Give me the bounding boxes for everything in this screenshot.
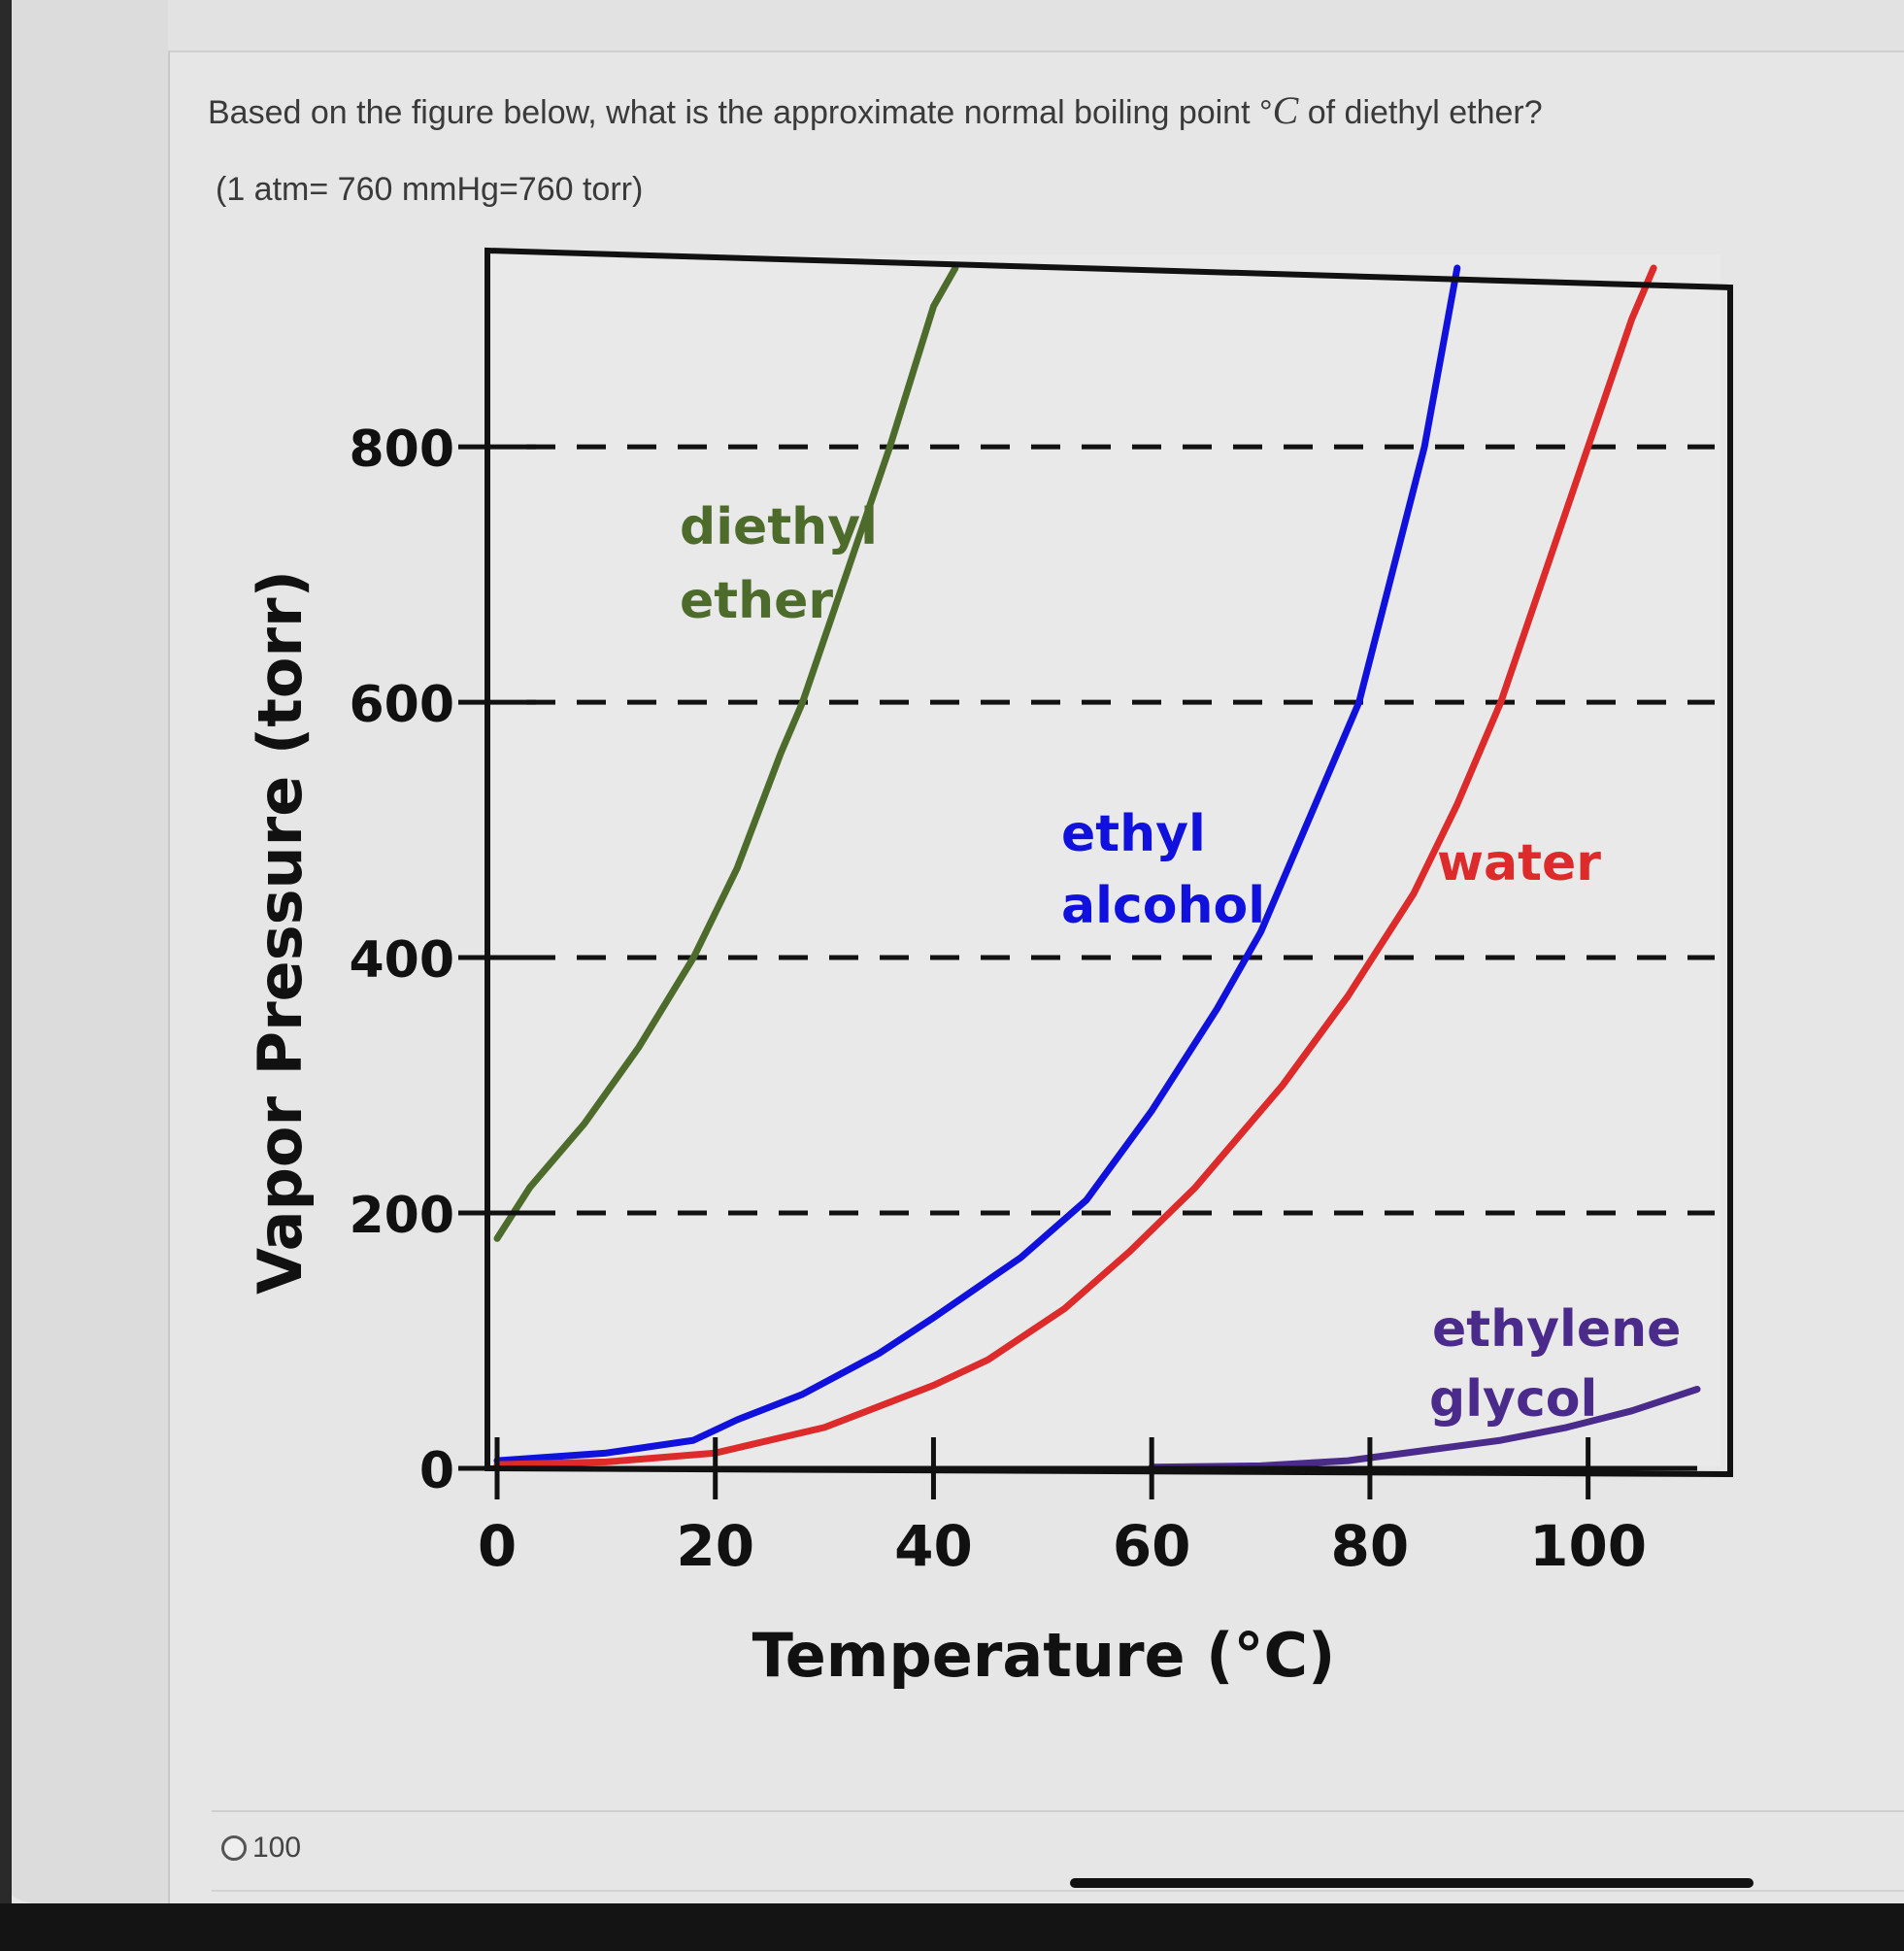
- x-tick-label-40: 40: [894, 1513, 973, 1579]
- y-tick-label-200: 200: [349, 1187, 454, 1245]
- x-tick-label-80: 80: [1331, 1513, 1410, 1579]
- vapor-pressure-chart: 0 20 40 60 80 100 0 200 400 600 800 Temperature (°…: [245, 247, 1733, 1691]
- left-gutter: [0, 0, 170, 1903]
- bottom-bezel: [0, 1903, 1904, 1951]
- question-text: Based on the figure below, what is the a…: [208, 87, 1543, 133]
- y-tick-label-600: 600: [349, 676, 454, 734]
- series-label-water: water: [1437, 834, 1601, 892]
- axes: [458, 247, 1733, 1499]
- answer-radio-button[interactable]: [221, 1835, 247, 1861]
- series-line-diethyl-ether: [493, 264, 959, 1242]
- bottom-divider: [212, 1890, 1904, 1892]
- y-tick-label-400: 400: [349, 931, 454, 990]
- series-lines: [493, 264, 1701, 1471]
- series-label-diethyl-ether-line2: ether: [680, 572, 833, 630]
- answer-option[interactable]: 100: [221, 1832, 301, 1865]
- x-axis-label: Temperature (°C): [752, 1620, 1336, 1691]
- answer-divider: [212, 1810, 1904, 1812]
- question-text-after: of diethyl ether?: [1298, 94, 1543, 131]
- answer-option-label: 100: [252, 1832, 302, 1864]
- x-tick-label-100: 100: [1529, 1513, 1647, 1579]
- x-tick-label-60: 60: [1113, 1513, 1191, 1579]
- top-header-area: [168, 0, 1904, 52]
- series-line-ethylene-glycol: [1148, 1386, 1701, 1471]
- plot-frame: [484, 247, 1733, 1478]
- y-tick-label-0: 0: [419, 1442, 454, 1500]
- plot-background: [487, 254, 1720, 1466]
- series-label-ethyl-alcohol-line2: alcohol: [1061, 877, 1265, 935]
- y-axis-label: Vapor Pressure (torr): [245, 570, 316, 1295]
- tick-labels: 0 20 40 60 80 100 0 200 400 600 800: [349, 420, 1647, 1579]
- series-label-ethylene-glycol-line1: ethylene: [1432, 1300, 1681, 1359]
- series-line-water: [493, 264, 1657, 1468]
- y-tick-label-800: 800: [349, 420, 454, 479]
- left-bezel: [0, 0, 12, 1951]
- unit-equivalence-note: (1 atm= 760 mmHg=760 torr): [216, 171, 644, 208]
- x-tick-label-0: 0: [478, 1513, 517, 1579]
- series-label-ethyl-alcohol-line1: ethyl: [1061, 805, 1206, 863]
- home-indicator-bar: [1070, 1878, 1754, 1888]
- series-label-diethyl-ether-line1: diethyl: [680, 498, 878, 556]
- question-unit-symbol: C: [1272, 88, 1299, 132]
- series-label-ethylene-glycol-line2: glycol: [1429, 1370, 1597, 1429]
- x-tick-label-20: 20: [676, 1513, 754, 1579]
- series-line-ethyl-alcohol: [493, 264, 1461, 1464]
- question-text-before: Based on the figure below, what is the a…: [208, 94, 1273, 131]
